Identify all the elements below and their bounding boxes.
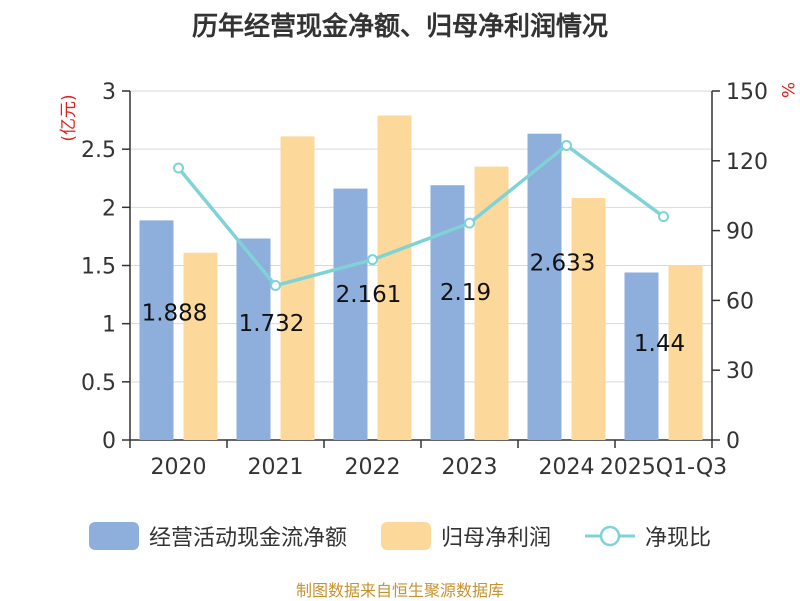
- data-label-cashflow: 1.888: [142, 301, 208, 327]
- y-left-tick-label: 2: [102, 196, 116, 221]
- y-right-axis-label: %: [777, 82, 797, 98]
- data-label-cashflow: 2.19: [440, 280, 491, 306]
- y-left-tick-label: 3: [102, 80, 116, 105]
- bar-net-profit: [474, 166, 509, 440]
- legend-swatch-cashflow: [88, 522, 139, 550]
- bar-cashflow: [624, 272, 659, 440]
- chart-title: 历年经营现金净额、归母净利润情况: [191, 12, 608, 42]
- legend-label-net-profit: 归母净利润: [440, 526, 551, 551]
- bar-net-profit: [377, 115, 412, 441]
- y-right-tick-label: 60: [726, 289, 754, 314]
- bar-net-profit: [668, 265, 703, 440]
- y-left-tick-label: 1: [102, 313, 116, 338]
- bar-net-profit: [571, 198, 606, 440]
- y-left-tick-label: 1.5: [81, 255, 116, 280]
- bar-cashflow: [139, 220, 174, 440]
- data-label-cashflow: 1.44: [634, 331, 685, 357]
- data-label-cashflow: 1.732: [239, 311, 305, 337]
- point-cash-ratio: [270, 280, 281, 292]
- y-left-tick-label: 0: [102, 429, 116, 454]
- legend-item-cashflow[interactable]: 经营活动现金流净额: [88, 520, 347, 552]
- bar-cashflow: [430, 185, 465, 440]
- legend-label-cashflow: 经营活动现金流净额: [148, 526, 347, 551]
- y-right-tick-label: 0: [726, 429, 740, 454]
- bar-net-profit: [183, 252, 218, 440]
- point-cash-ratio: [561, 139, 572, 151]
- legend-item-net-profit[interactable]: 归母净利润: [380, 520, 551, 552]
- point-cash-ratio: [658, 211, 669, 223]
- point-cash-ratio: [464, 217, 475, 229]
- bar-net-profit: [280, 136, 315, 440]
- y-right-tick-label: 150: [726, 80, 768, 105]
- y-left-tick-label: 2.5: [81, 138, 116, 163]
- y-right-tick-label: 120: [726, 150, 768, 175]
- legend-item-cash-ratio[interactable]: 净现比: [585, 520, 711, 552]
- legend-label-cash-ratio: 净现比: [645, 526, 712, 551]
- legend-swatch-cash-ratio: [585, 525, 635, 547]
- data-label-cashflow: 2.161: [336, 282, 402, 308]
- y-right-tick-label: 30: [726, 359, 754, 384]
- x-tick-label: 2025Q1-Q3: [600, 455, 727, 480]
- point-cash-ratio: [367, 254, 378, 266]
- y-right-tick-label: 90: [726, 220, 754, 245]
- line-cash-ratio: [177, 143, 665, 288]
- data-source-note: 制图数据来自恒生聚源数据库: [295, 581, 504, 600]
- bar-cashflow: [527, 133, 562, 440]
- x-tick-label: 2020: [151, 455, 207, 480]
- y-left-tick-label: 0.5: [81, 371, 116, 396]
- x-tick-label: 2024: [539, 455, 595, 480]
- data-label-cashflow: 2.633: [530, 250, 596, 276]
- x-tick-label: 2023: [442, 455, 498, 480]
- x-tick-label: 2021: [248, 455, 304, 480]
- legend-swatch-net-profit: [380, 522, 431, 550]
- bar-cashflow: [333, 188, 368, 440]
- legend: 经营活动现金流净额 归母净利润 净现比: [0, 512, 800, 560]
- y-left-axis-label: (亿元): [59, 94, 79, 141]
- x-tick-label: 2022: [345, 455, 401, 480]
- point-cash-ratio: [173, 162, 184, 174]
- bar-cashflow: [236, 238, 271, 440]
